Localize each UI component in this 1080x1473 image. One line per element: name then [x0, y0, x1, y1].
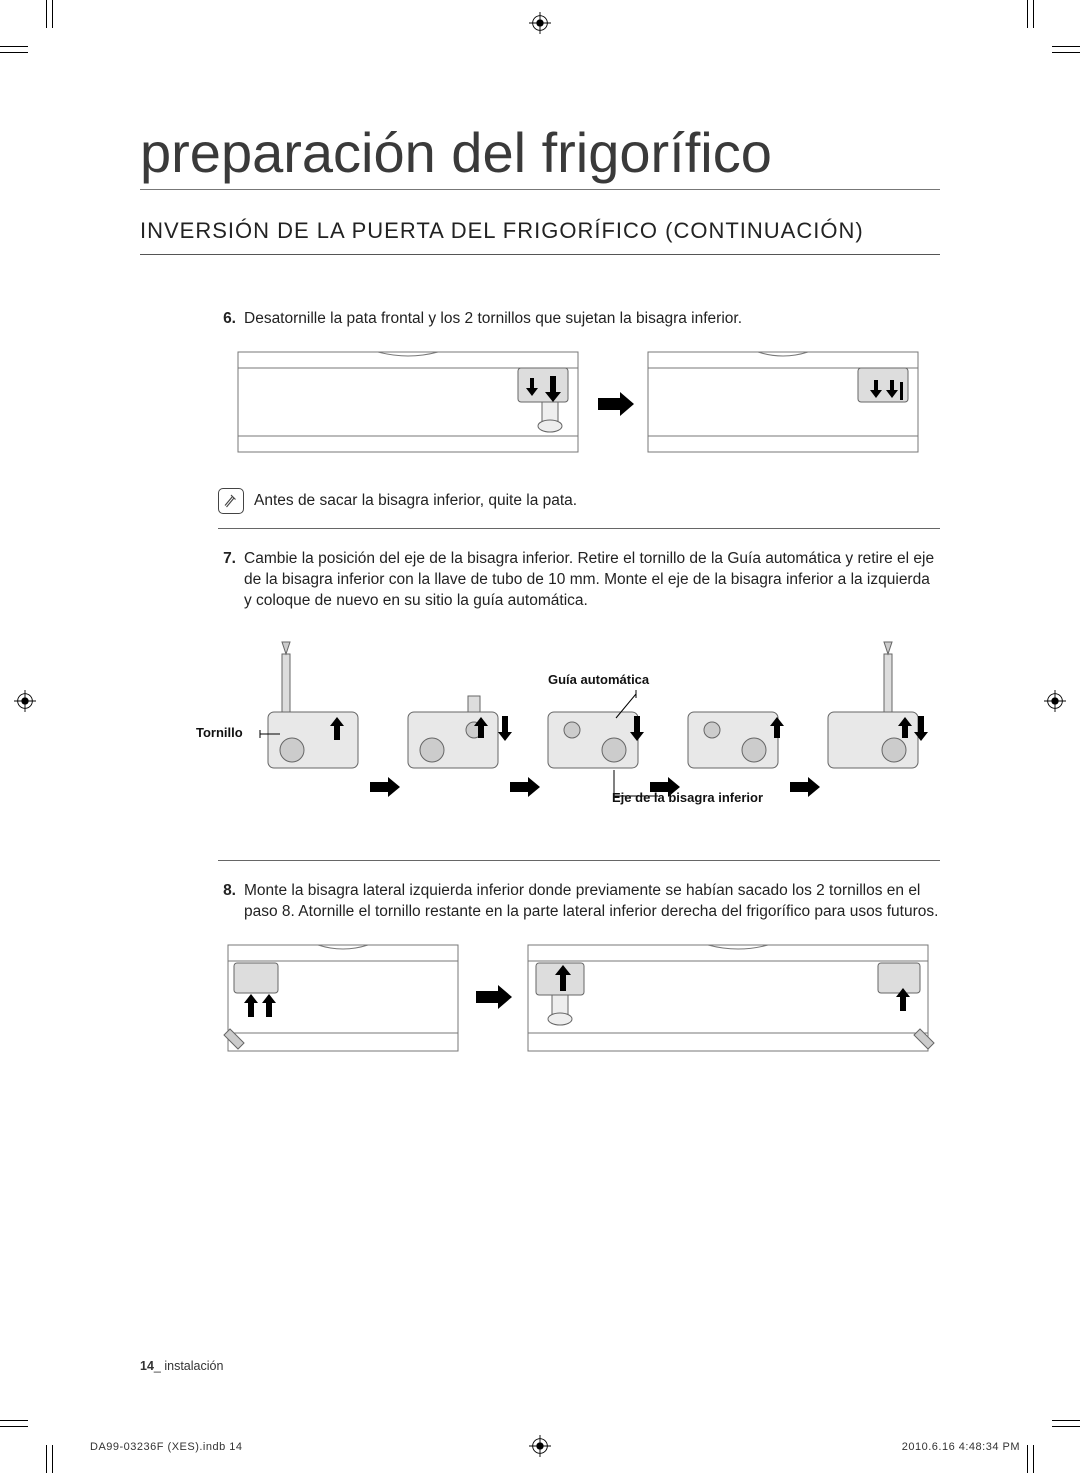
- crop-mark: [1052, 52, 1080, 53]
- page-number: 14: [140, 1359, 154, 1373]
- callout-eje: Eje de la bisagra inferior: [612, 790, 763, 805]
- step-8: 8. Monte la bisagra lateral izquierda in…: [218, 881, 940, 923]
- crop-mark: [0, 52, 28, 53]
- crop-mark: [46, 0, 47, 28]
- crop-mark: [0, 46, 28, 47]
- page-title: preparación del frigorífico: [140, 120, 940, 190]
- crop-mark: [1033, 1445, 1034, 1473]
- registration-mark-icon: [529, 1435, 551, 1457]
- crop-mark: [52, 0, 53, 28]
- figure-step-8: [218, 933, 940, 1063]
- step-6-text: Desatornille la pata frontal y los 2 tor…: [244, 309, 940, 330]
- callout-tornillo: Tornillo: [196, 725, 243, 740]
- callout-eje-text: Eje de la bisagra inferior: [612, 790, 763, 805]
- footer-sep: _: [154, 1359, 161, 1373]
- step-6-number: 6.: [218, 309, 244, 330]
- step-8-number: 8.: [218, 881, 244, 923]
- imprint-right: 2010.6.16 4:48:34 PM: [902, 1441, 1020, 1453]
- registration-mark-icon: [1044, 690, 1066, 712]
- crop-mark: [1052, 46, 1080, 47]
- crop-mark: [1027, 0, 1028, 28]
- crop-mark: [0, 1420, 28, 1421]
- figure-step-7: Tornillo Guía automática Eje de la bisag…: [218, 622, 940, 842]
- callout-guia-text: Guía automática: [548, 672, 649, 687]
- footer-label: instalación: [164, 1359, 223, 1373]
- imprint-left: DA99-03236F (XES).indb 14: [90, 1441, 243, 1453]
- page-footer: 14_ instalación: [140, 1359, 223, 1373]
- step-8-text: Monte la bisagra lateral izquierda infer…: [244, 881, 940, 923]
- callout-guia: Guía automática: [548, 672, 638, 687]
- crop-mark: [1052, 1426, 1080, 1427]
- step-7-text: Cambie la posición del eje de la bisagra…: [244, 549, 940, 612]
- step-7-number: 7.: [218, 549, 244, 612]
- section-heading: INVERSIÓN DE LA PUERTA DEL FRIGORÍFICO (…: [140, 218, 940, 255]
- note: Antes de sacar la bisagra inferior, quit…: [218, 488, 940, 514]
- page-content: preparación del frigorífico INVERSIÓN DE…: [140, 120, 940, 1081]
- step-7: 7. Cambie la posición del eje de la bisa…: [218, 549, 940, 612]
- note-icon: [218, 488, 244, 514]
- crop-mark: [1027, 1445, 1028, 1473]
- step-6: 6. Desatornille la pata frontal y los 2 …: [218, 309, 940, 330]
- divider: [218, 528, 940, 529]
- divider: [218, 860, 940, 861]
- crop-mark: [1033, 0, 1034, 28]
- note-text: Antes de sacar la bisagra inferior, quit…: [254, 492, 577, 510]
- crop-mark: [46, 1445, 47, 1473]
- crop-mark: [0, 1426, 28, 1427]
- crop-mark: [52, 1445, 53, 1473]
- registration-mark-icon: [529, 12, 551, 34]
- figure-step-6: [218, 340, 940, 470]
- content-block: 6. Desatornille la pata frontal y los 2 …: [218, 309, 940, 1063]
- registration-mark-icon: [14, 690, 36, 712]
- crop-mark: [1052, 1420, 1080, 1421]
